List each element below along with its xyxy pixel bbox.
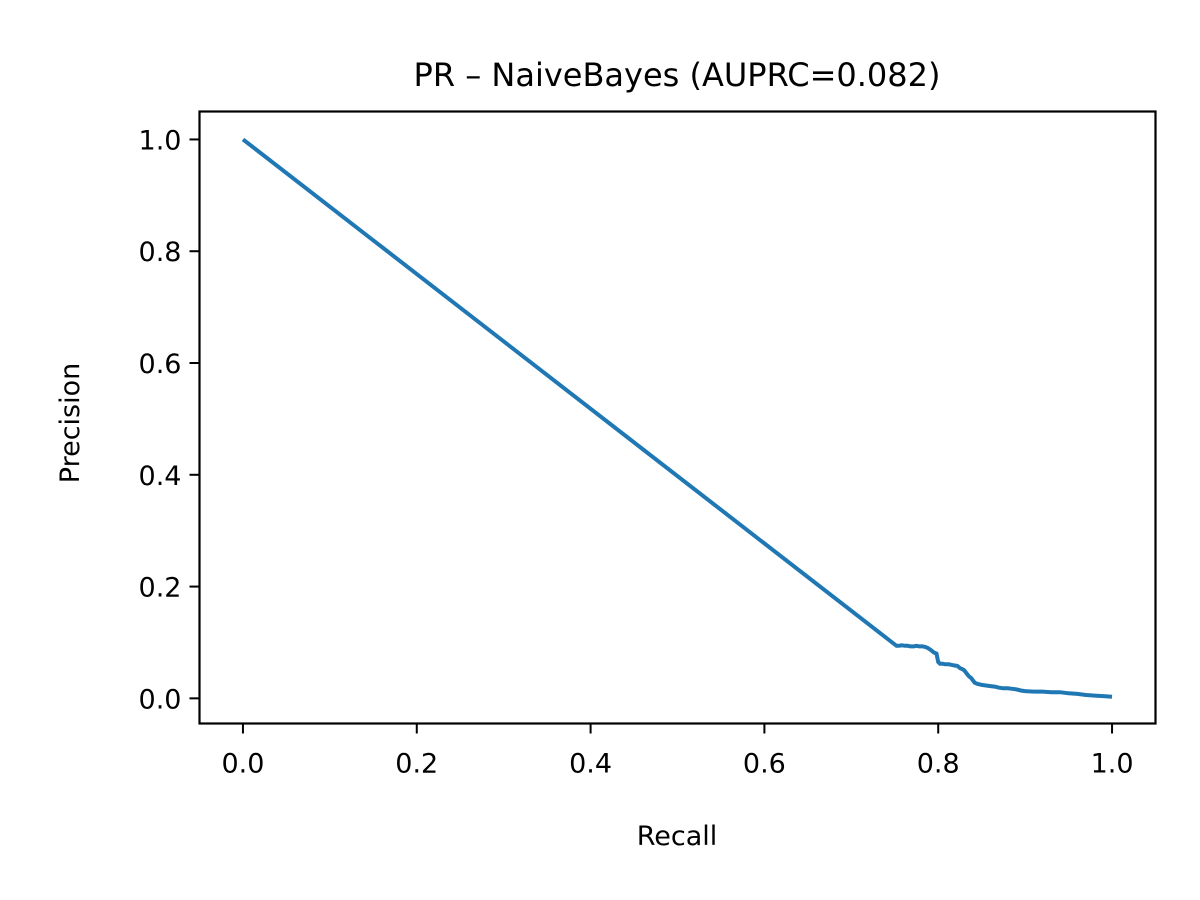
precision-recall-line (241, 137, 1113, 699)
y-tick-label: 0.6 (139, 349, 182, 380)
x-tick-label: 0.8 (917, 749, 960, 780)
x-axis: 0.0 0.2 0.4 0.6 0.8 1.0 (221, 723, 1134, 780)
x-tick-label: 0.2 (395, 749, 438, 780)
y-tick-label: 0.0 (139, 684, 182, 715)
chart-title: PR – NaiveBayes (AUPRC=0.082) (414, 56, 941, 94)
y-axis-title: Precision (55, 363, 86, 483)
y-tick-label: 0.2 (139, 573, 182, 604)
y-tick-label: 1.0 (139, 125, 182, 156)
x-axis-title: Recall (637, 821, 718, 852)
y-axis: 0.0 0.2 0.4 0.6 0.8 1.0 (139, 125, 200, 715)
plot-area-frame (198, 110, 1157, 725)
x-tick-label: 0.6 (743, 749, 786, 780)
y-tick-label: 0.8 (139, 237, 182, 268)
x-tick-label: 0.4 (569, 749, 612, 780)
y-tick-label: 0.4 (139, 461, 182, 492)
x-tick-label: 1.0 (1091, 749, 1134, 780)
plot-lines (241, 137, 1113, 699)
x-tick-label: 0.0 (221, 749, 264, 780)
